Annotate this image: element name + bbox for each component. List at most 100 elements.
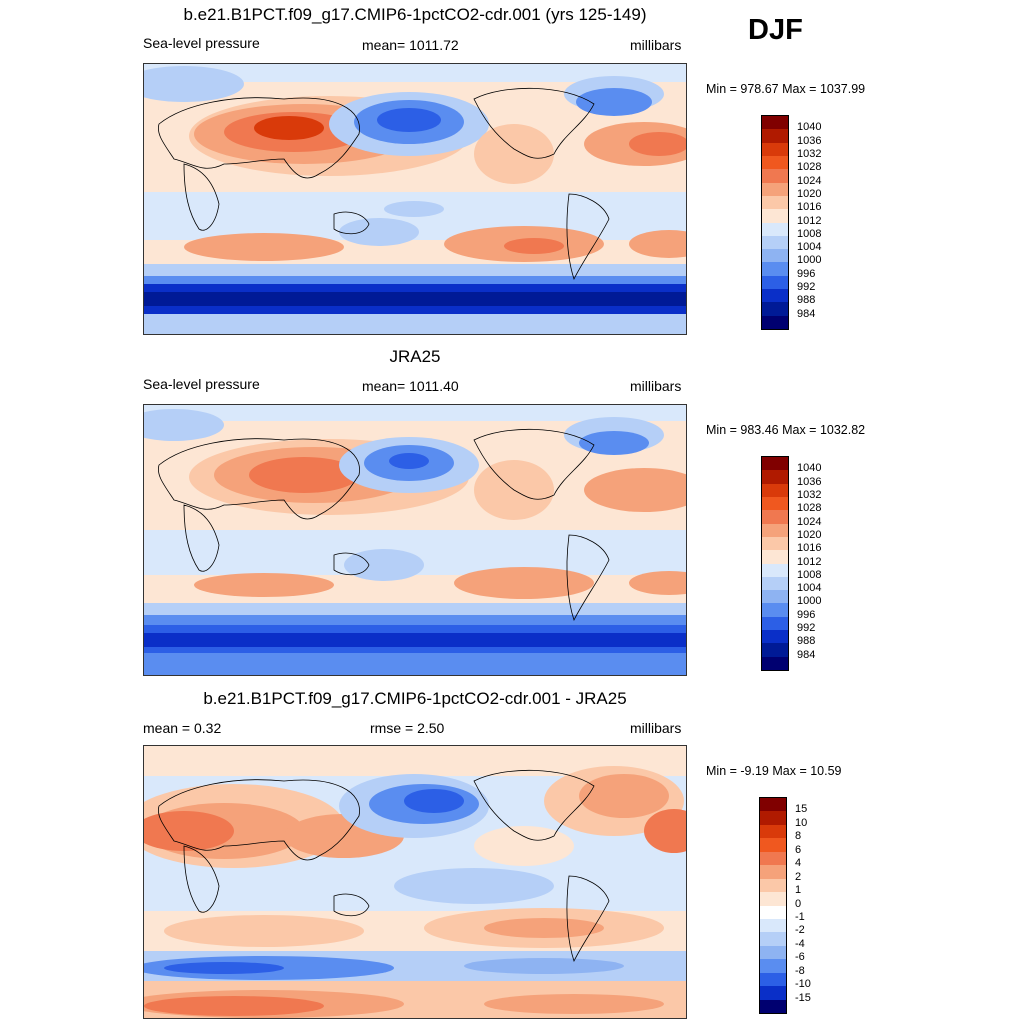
- colorbar-swatch: [762, 209, 788, 223]
- panel3-colorbar: [759, 797, 787, 1014]
- panel1-minmax: Min = 978.67 Max = 1037.99: [706, 82, 866, 96]
- colorbar-swatch: [760, 959, 786, 973]
- colorbar-swatch: [762, 630, 788, 644]
- panel1-units-label: millibars: [630, 37, 682, 53]
- colorbar-tick-label: 6: [795, 843, 802, 856]
- colorbar-swatch: [760, 878, 786, 893]
- colorbar-swatch: [762, 550, 788, 564]
- colorbar-tick-label: -4: [795, 937, 805, 950]
- colorbar-tick-label: 4: [795, 857, 802, 870]
- colorbar-swatch: [762, 536, 788, 551]
- colorbar-tick-label: 1032: [797, 488, 822, 501]
- colorbar-swatch: [760, 865, 786, 879]
- colorbar-swatch: [762, 249, 788, 263]
- colorbar-tick-label: 1000: [797, 595, 822, 608]
- colorbar-tick-label: 1020: [797, 528, 822, 541]
- panel2-variable-label: Sea-level pressure: [143, 376, 260, 392]
- colorbar-swatch: [762, 235, 788, 250]
- colorbar-swatch: [762, 576, 788, 591]
- colorbar-swatch: [760, 811, 786, 825]
- panel3-minmax: Min = -9.19 Max = 10.59: [706, 764, 842, 778]
- colorbar-tick-label: 988: [797, 635, 816, 648]
- colorbar-tick-label: 984: [797, 307, 816, 320]
- colorbar-swatch: [762, 496, 788, 511]
- colorbar-tick-label: -8: [795, 964, 805, 977]
- colorbar-swatch: [762, 142, 788, 156]
- panel2-mean-label: mean= 1011.40: [362, 378, 459, 394]
- season-label: DJF: [748, 14, 803, 46]
- colorbar-tick-label: -2: [795, 924, 805, 937]
- colorbar-tick-label: 8: [795, 830, 802, 843]
- colorbar-swatch: [762, 116, 788, 130]
- panel2-units-label: millibars: [630, 378, 682, 394]
- colorbar-tick-label: 0: [795, 897, 802, 910]
- colorbar-swatch: [760, 892, 786, 906]
- colorbar-tick-label: 15: [795, 803, 808, 816]
- colorbar-tick-label: 1008: [797, 227, 822, 240]
- colorbar-tick-label: 1036: [797, 475, 822, 488]
- colorbar-swatch: [762, 483, 788, 497]
- colorbar-tick-label: 1036: [797, 134, 822, 147]
- colorbar-swatch: [760, 945, 786, 960]
- colorbar-swatch: [762, 510, 788, 524]
- colorbar-swatch: [762, 616, 788, 631]
- colorbar-swatch: [762, 563, 788, 577]
- colorbar-swatch: [762, 129, 788, 143]
- colorbar-swatch: [762, 222, 788, 236]
- colorbar-tick-label: 1028: [797, 161, 822, 174]
- colorbar-swatch: [760, 905, 786, 919]
- panel3-mean-label: mean = 0.32: [143, 720, 222, 736]
- colorbar-tick-label: -6: [795, 951, 805, 964]
- colorbar-swatch: [760, 986, 786, 1000]
- colorbar-swatch: [762, 590, 788, 604]
- panel1-colorbar: [761, 115, 789, 330]
- colorbar-tick-label: 1040: [797, 462, 822, 475]
- colorbar-tick-label: 1028: [797, 502, 822, 515]
- colorbar-swatch: [762, 470, 788, 484]
- colorbar-tick-label: 1020: [797, 187, 822, 200]
- colorbar-tick-label: 996: [797, 267, 816, 280]
- panel2-title: JRA25: [389, 347, 441, 366]
- colorbar-swatch: [762, 457, 788, 471]
- colorbar-swatch: [762, 643, 788, 657]
- colorbar-swatch: [760, 932, 786, 946]
- colorbar-swatch: [762, 523, 788, 537]
- colorbar-swatch: [762, 275, 788, 290]
- colorbar-tick-label: 10: [795, 816, 808, 829]
- colorbar-swatch: [762, 656, 788, 670]
- panel1-mean-label: mean= 1011.72: [362, 37, 459, 53]
- colorbar-swatch: [762, 155, 788, 170]
- panel1-title: b.e21.B1PCT.f09_g17.CMIP6-1pctCO2-cdr.00…: [183, 5, 647, 24]
- colorbar-swatch: [760, 851, 786, 866]
- colorbar-tick-label: 1024: [797, 515, 822, 528]
- colorbar-swatch: [760, 798, 786, 812]
- panel2-map: [143, 404, 687, 676]
- colorbar-swatch: [762, 302, 788, 316]
- colorbar-swatch: [762, 169, 788, 183]
- colorbar-swatch: [762, 603, 788, 617]
- colorbar-swatch: [760, 918, 786, 933]
- colorbar-swatch: [760, 838, 786, 852]
- colorbar-swatch: [762, 182, 788, 196]
- panel2-minmax: Min = 983.46 Max = 1032.82: [706, 423, 866, 437]
- colorbar-tick-label: 1032: [797, 147, 822, 160]
- colorbar-tick-label: -10: [795, 978, 811, 991]
- colorbar-tick-label: 1016: [797, 542, 822, 555]
- panel3-map: [143, 745, 687, 1019]
- colorbar-tick-label: -15: [795, 991, 811, 1004]
- colorbar-swatch: [762, 289, 788, 303]
- colorbar-tick-label: -1: [795, 910, 805, 923]
- colorbar-tick-label: 2: [795, 870, 802, 883]
- colorbar-tick-label: 1040: [797, 121, 822, 134]
- colorbar-swatch: [760, 824, 786, 839]
- panel3-rmse-label: rmse = 2.50: [370, 720, 445, 736]
- colorbar-tick-label: 1008: [797, 568, 822, 581]
- colorbar-tick-label: 992: [797, 281, 816, 294]
- panel3-units-label: millibars: [630, 720, 682, 736]
- colorbar-tick-label: 1004: [797, 582, 822, 595]
- colorbar-tick-label: 1016: [797, 201, 822, 214]
- colorbar-tick-label: 1: [795, 884, 802, 897]
- panel1-map: [143, 63, 687, 335]
- colorbar-tick-label: 1000: [797, 254, 822, 267]
- colorbar-tick-label: 984: [797, 648, 816, 661]
